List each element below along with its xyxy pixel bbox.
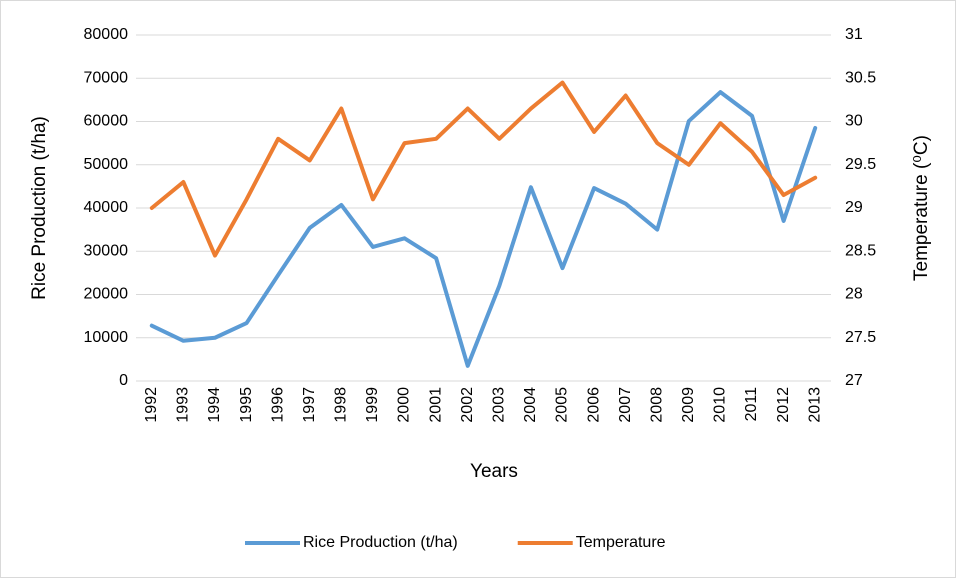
x-tick-label: 1993 [175,387,192,423]
x-tick-label: 2001 [427,387,444,423]
legend-label: Rice Production (t/ha) [303,534,458,551]
x-tick-label: 1994 [206,387,223,423]
x-tick-label: 2005 [554,387,571,423]
x-tick-label: 2006 [585,387,602,423]
x-tick-label: 2013 [806,387,823,423]
y2-tick-label: 30 [845,113,863,130]
x-tick-label: 1996 [269,387,286,423]
x-tick-label: 2003 [491,387,508,423]
y-tick-label: 80000 [84,26,129,43]
y2-tick-label: 28.5 [845,242,876,259]
y2-tick-label: 29.5 [845,156,876,173]
y-tick-label: 50000 [84,156,129,173]
x-tick-label: 2010 [712,387,729,423]
y-tick-label: 0 [119,372,128,389]
x-tick-label: 1999 [364,387,381,423]
y2-tick-label: 28 [845,286,863,303]
legend-label: Temperature [576,534,666,551]
y2-tick-label: 31 [845,26,863,43]
y2-tick-label: 27 [845,372,863,389]
x-tick-label: 2012 [775,387,792,423]
x-tick-label: 1998 [333,387,350,423]
series-line [149,90,818,368]
x-tick-label: 2004 [522,387,539,423]
series-line [149,80,818,258]
x-tick-label: 2000 [396,387,413,423]
x-tick-label: 1997 [301,387,318,423]
x-axis-title: Years [470,461,518,482]
y-tick-label: 20000 [84,286,129,303]
y-axis-title: Rice Production (t/ha) [29,116,50,300]
x-tick-label: 2011 [743,387,760,422]
y-tick-label: 10000 [84,329,129,346]
y2-axis-title: Temperature (⁰C) [911,135,932,281]
x-tick-label: 1992 [143,387,160,423]
x-tick-label: 2009 [680,387,697,423]
y-tick-label: 60000 [84,113,129,130]
y2-tick-label: 30.5 [845,69,876,86]
y-tick-label: 40000 [84,199,129,216]
x-tick-label: 2007 [617,387,634,423]
y-tick-label: 70000 [84,69,129,86]
y2-tick-label: 27.5 [845,329,876,346]
y-tick-label: 30000 [84,242,129,259]
x-tick-label: 2008 [648,387,665,423]
y2-tick-label: 29 [845,199,863,216]
x-tick-label: 2002 [459,387,476,423]
x-tick-label: 1995 [238,387,255,423]
